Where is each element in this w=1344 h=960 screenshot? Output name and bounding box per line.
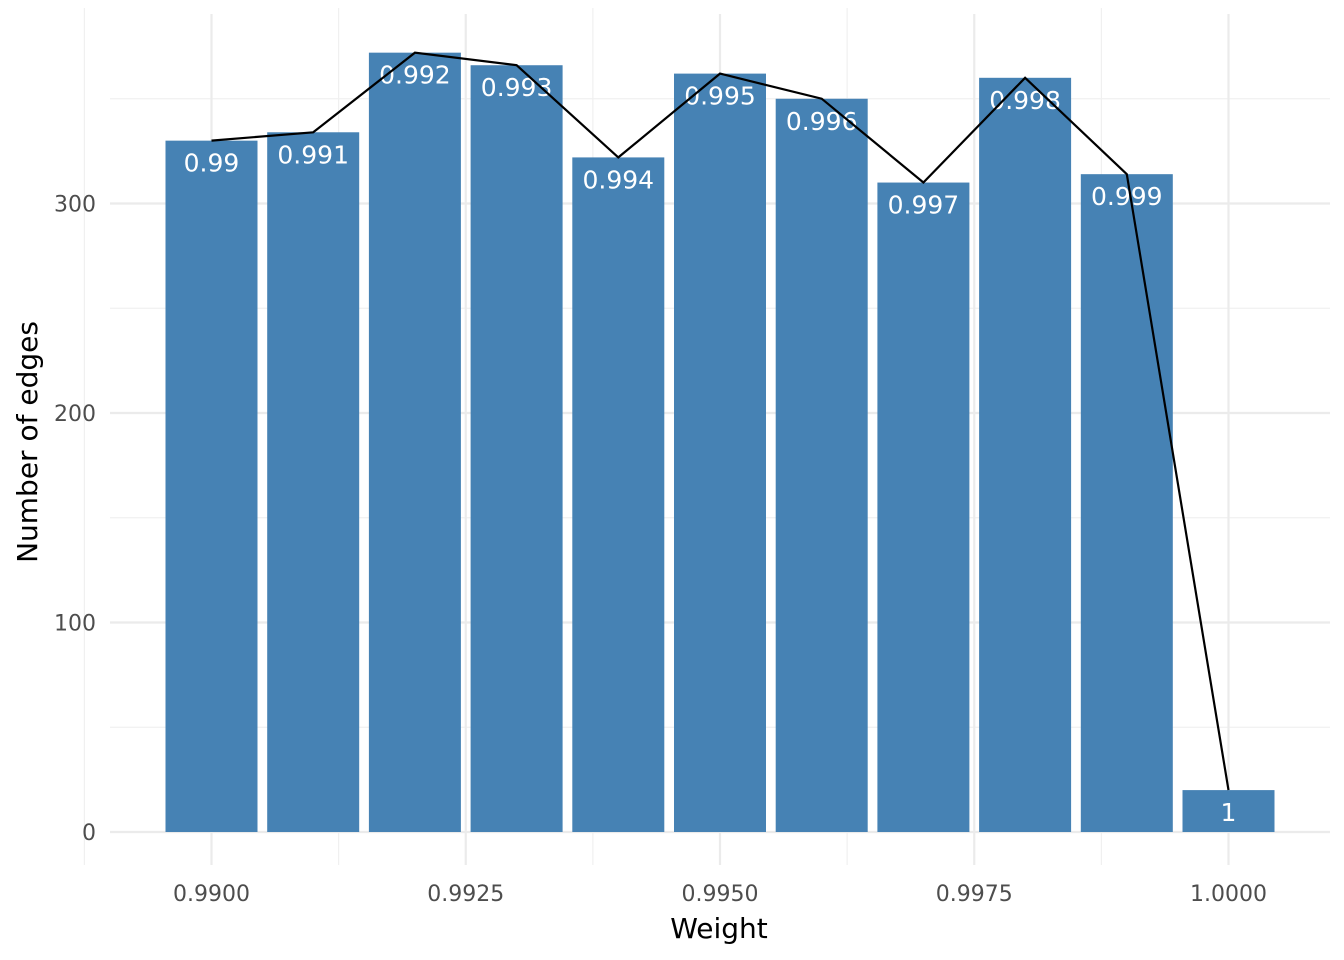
x-tick-label: 0.9900 <box>173 882 250 907</box>
bar <box>877 182 970 833</box>
x-axis-title: Weight <box>670 912 768 945</box>
bar-label: 0.99 <box>184 149 240 178</box>
bar <box>674 73 766 833</box>
bars <box>165 52 1275 833</box>
x-tick-label: 0.9975 <box>936 882 1013 907</box>
bar <box>1080 174 1173 833</box>
y-tick-label: 0 <box>82 821 96 846</box>
bar <box>368 52 461 833</box>
bar <box>470 65 563 833</box>
bar-label: 0.997 <box>888 191 960 220</box>
bar-label: 0.995 <box>684 82 756 111</box>
bar-label: 0.996 <box>786 107 858 136</box>
bar <box>1182 790 1275 832</box>
bar-label: 0.992 <box>379 61 451 90</box>
y-axis-ticks: 0 100 200 300 <box>54 193 96 847</box>
y-tick-label: 300 <box>54 193 96 218</box>
bar-label: 1 <box>1221 798 1237 827</box>
bar <box>775 98 868 832</box>
bar <box>267 132 360 832</box>
bar-label: 0.999 <box>1091 182 1163 211</box>
x-tick-label: 0.9950 <box>682 882 759 907</box>
x-tick-label: 0.9925 <box>427 882 504 907</box>
bar-label: 0.991 <box>277 140 349 169</box>
bar <box>165 140 258 832</box>
bar <box>572 157 665 832</box>
bar <box>979 77 1072 833</box>
trend-line <box>211 51 1230 791</box>
x-tick-label: 1.0000 <box>1190 882 1267 907</box>
y-tick-label: 100 <box>54 612 96 637</box>
y-tick-label: 200 <box>54 402 96 427</box>
bar-label: 0.994 <box>583 165 655 194</box>
x-axis-ticks: 0.9900 0.9925 0.9950 0.9975 1.0000 <box>173 882 1267 907</box>
y-axis-title: Number of edges <box>11 321 44 563</box>
